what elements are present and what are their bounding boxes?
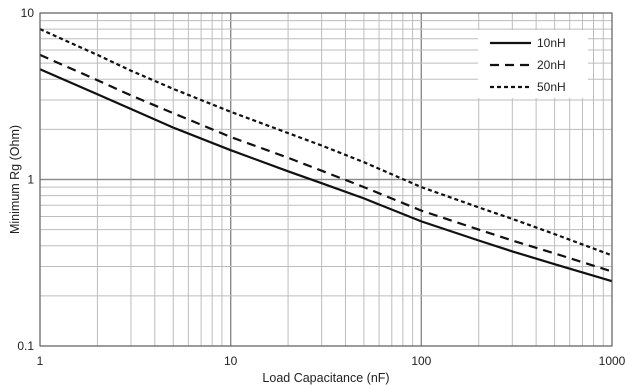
x-tick-label: 1000 [599,354,626,368]
series-line-50nH [39,28,613,257]
plot-border [39,12,613,347]
x-axis-title: Load Capacitance (nF) [262,371,389,385]
y-axis-title: Minimum Rg (Ohm) [8,125,22,234]
series-line-10nH [39,68,613,283]
legend-label-10nH: 10nH [537,36,566,50]
legend: 10nH 20nH 50nH [478,30,588,98]
y-tick-label: 10 [21,6,35,20]
x-tick-label: 100 [411,354,431,368]
y-tick-label: 1 [27,173,34,187]
data-lines [39,28,613,283]
y-tick-label: 0.1 [17,339,34,353]
series-line-20nH [39,53,613,273]
x-tick-label: 1 [37,354,44,368]
legend-label-50nH: 50nH [537,80,566,94]
x-tick-label: 10 [224,354,238,368]
legend-label-20nH: 20nH [537,58,566,72]
